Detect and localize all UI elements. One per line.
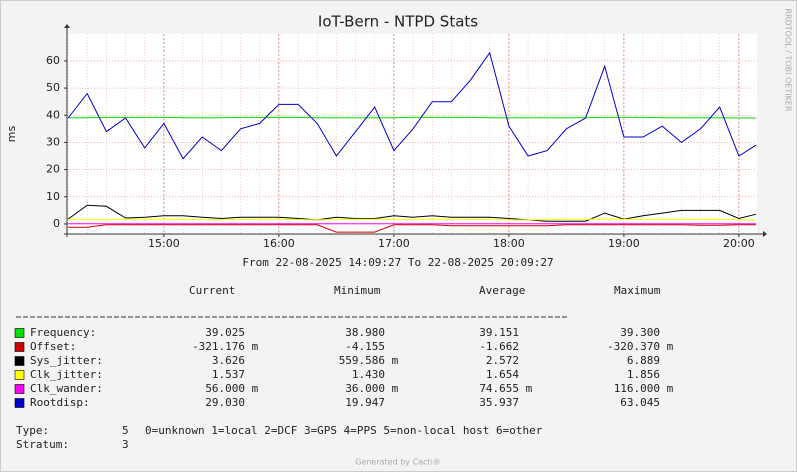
stat-header: Average bbox=[479, 284, 525, 297]
legend-stat: 56.000 m bbox=[205, 382, 258, 395]
legend-label: Sys_jitter: bbox=[30, 354, 103, 367]
legend-stat: -1.662 bbox=[479, 340, 519, 353]
y-arrow bbox=[64, 24, 70, 28]
legend-label: Clk_jitter: bbox=[30, 368, 103, 381]
legend-swatch bbox=[14, 356, 25, 366]
stat-header: Maximum bbox=[614, 284, 661, 297]
y-tick-label: 40 bbox=[46, 108, 60, 121]
x-tick-label: 20:00 bbox=[723, 237, 755, 250]
period: From 22-08-2025 14:09:27 To 22-08-2025 2… bbox=[242, 256, 553, 269]
legend-stat: 39.300 bbox=[620, 326, 660, 339]
x-tick-label: 15:00 bbox=[148, 237, 180, 250]
legend-stat: 1.537 bbox=[212, 368, 245, 381]
x-tick-label: 19:00 bbox=[608, 237, 640, 250]
y-tick-label: 60 bbox=[46, 54, 60, 67]
y-tick-label: 0 bbox=[53, 217, 60, 230]
plot-area bbox=[67, 34, 757, 234]
legend-stat: 1.654 bbox=[486, 368, 519, 381]
legend-label: Clk_wander: bbox=[30, 382, 103, 395]
stat-header: Minimum bbox=[334, 284, 381, 297]
legend-swatch bbox=[14, 398, 25, 408]
legend-stat: 74.655 m bbox=[479, 382, 532, 395]
legend-swatch bbox=[14, 370, 25, 380]
legend-stat: 63.045 bbox=[620, 396, 660, 409]
legend-stat: 116.000 m bbox=[614, 382, 674, 395]
legend-swatch bbox=[14, 328, 25, 338]
legend-stat: -321.176 m bbox=[192, 340, 259, 353]
y-tick-label: 30 bbox=[46, 135, 60, 148]
legend-stat: 1.856 bbox=[627, 368, 660, 381]
y-tick-label: 10 bbox=[46, 190, 60, 203]
x-tick-label: 17:00 bbox=[378, 237, 410, 250]
legend-stat: 39.151 bbox=[479, 326, 519, 339]
series-line bbox=[68, 116, 757, 119]
footer-value: 5 bbox=[122, 424, 129, 437]
footer-label: Stratum: bbox=[16, 438, 69, 451]
series-line bbox=[67, 51, 757, 160]
side-label: RRDTOOL / TOBI OETIKER bbox=[784, 8, 793, 111]
legend-stat: 19.947 bbox=[345, 396, 385, 409]
series-line bbox=[68, 224, 757, 233]
y-tick-label: 20 bbox=[46, 163, 60, 176]
legend-stat: -320.370 m bbox=[607, 340, 674, 353]
legend-label: Rootdisp: bbox=[30, 396, 90, 409]
legend-stat: 29.030 bbox=[205, 396, 245, 409]
series-line bbox=[68, 218, 757, 221]
credit: Generated by Cacti® bbox=[355, 458, 441, 467]
legend-stat: 35.937 bbox=[479, 396, 519, 409]
legend-stat: 38.980 bbox=[345, 326, 385, 339]
footer-label: Type: bbox=[16, 424, 49, 437]
series-line bbox=[67, 204, 757, 222]
legend-stat: 1.430 bbox=[352, 368, 385, 381]
legend-stat: -4.155 bbox=[345, 340, 385, 353]
footer-value: 3 bbox=[122, 438, 129, 451]
legend-stat: 6.889 bbox=[627, 354, 660, 367]
legend-swatch bbox=[14, 342, 25, 352]
legend-stat: 3.626 bbox=[212, 354, 245, 367]
y-axis-label: ms bbox=[5, 126, 18, 143]
legend-label: Frequency: bbox=[30, 326, 96, 339]
chart-title: IoT-Bern - NTPD Stats bbox=[318, 13, 478, 31]
legend-stat: 36.000 m bbox=[345, 382, 398, 395]
legend-stat: 559.586 m bbox=[339, 354, 399, 367]
legend-stat: 2.572 bbox=[486, 354, 519, 367]
x-tick-label: 18:00 bbox=[493, 237, 525, 250]
legend-label: Offset: bbox=[30, 340, 76, 353]
x-arrow bbox=[763, 231, 767, 237]
stat-header: Current bbox=[189, 284, 235, 297]
legend-stat: 39.025 bbox=[205, 326, 245, 339]
y-tick-label: 50 bbox=[46, 81, 60, 94]
footer-note: 0=unknown 1=local 2=DCF 3=GPS 4=PPS 5=no… bbox=[145, 424, 543, 437]
legend-swatch bbox=[14, 384, 25, 394]
x-tick-label: 16:00 bbox=[263, 237, 295, 250]
